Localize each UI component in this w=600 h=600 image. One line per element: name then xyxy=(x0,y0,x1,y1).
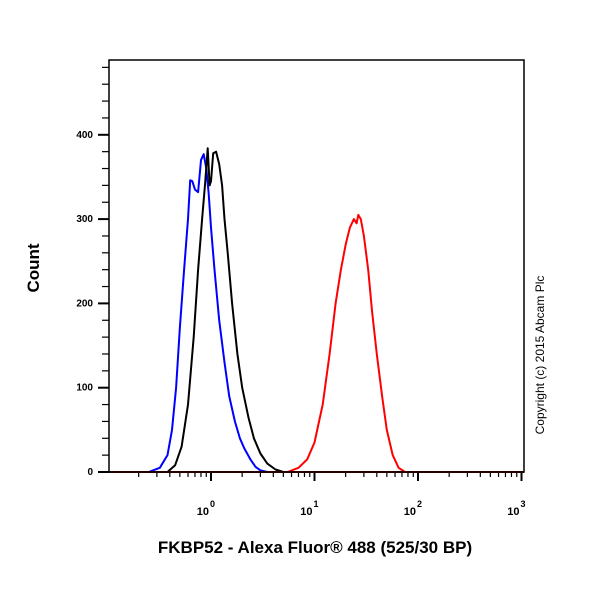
plot-frame xyxy=(108,59,525,473)
y-tick-label: 200 xyxy=(76,298,93,309)
y-axis-ticks: 0 100 200 300 400 xyxy=(76,66,109,478)
histogram-line-unstained-control xyxy=(148,153,268,473)
copyright-notice: Copyright (c) 2015 Abcam Plc xyxy=(533,275,547,435)
x-tick-label: 10 xyxy=(300,506,312,518)
x-tick-label: 10 xyxy=(507,506,519,518)
y-tick-label: 300 xyxy=(76,214,93,225)
y-tick-label: 100 xyxy=(76,383,93,394)
x-tick-exponent: 3 xyxy=(521,499,526,509)
x-axis-label: FKBP52 - Alexa Fluor® 488 (525/30 BP) xyxy=(157,538,473,557)
x-tick-label: 10 xyxy=(404,506,416,518)
histogram-line-isotype-control xyxy=(166,147,284,473)
x-tick-exponent: 1 xyxy=(314,499,319,509)
histogram-series xyxy=(148,147,406,473)
x-tick-label: 10 xyxy=(197,506,209,518)
x-tick-exponent: 0 xyxy=(210,499,215,509)
x-tick-exponent: 2 xyxy=(417,499,422,509)
y-tick-label: 400 xyxy=(76,130,93,141)
histogram-line-fkbp52-antibody xyxy=(287,213,406,473)
y-axis-label: Count xyxy=(24,243,43,293)
y-tick-label: 0 xyxy=(87,467,93,478)
